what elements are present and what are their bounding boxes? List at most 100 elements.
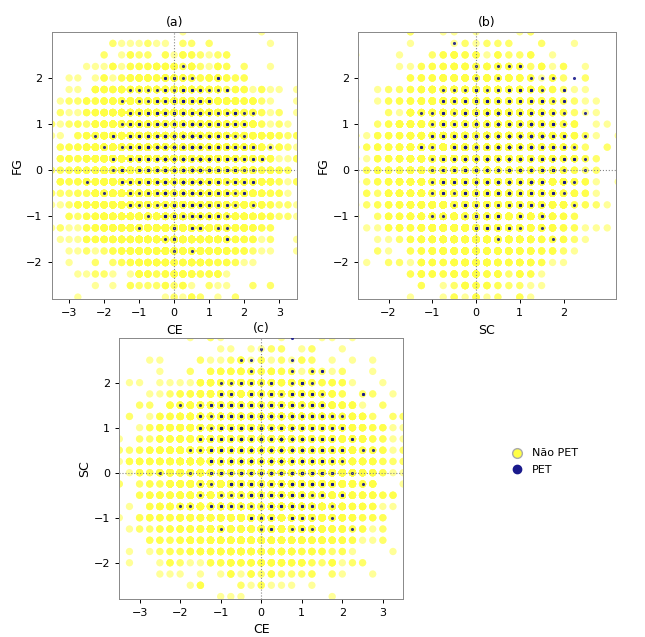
Point [515, 131, 525, 141]
Point [449, 223, 459, 233]
Point [256, 490, 266, 500]
Point [327, 513, 337, 523]
Point [504, 246, 514, 256]
Point [226, 456, 236, 466]
Point [195, 389, 206, 399]
Point [276, 422, 286, 433]
Point [394, 176, 404, 187]
Point [449, 154, 459, 164]
Point [195, 434, 206, 444]
Point [236, 513, 246, 523]
Point [226, 434, 236, 444]
Point [169, 96, 179, 106]
Point [526, 200, 536, 210]
Point [125, 165, 135, 175]
Point [405, 188, 415, 198]
Point [276, 490, 286, 500]
Point [236, 422, 246, 433]
Point [416, 131, 426, 141]
Point [169, 165, 179, 175]
Point [246, 468, 256, 478]
Point [230, 211, 241, 222]
Point [504, 108, 514, 118]
Point [246, 479, 256, 489]
Point [221, 176, 232, 187]
Point [143, 131, 153, 141]
Point [108, 188, 118, 198]
Point [186, 188, 197, 198]
Point [246, 468, 256, 478]
Point [152, 131, 162, 141]
Point [266, 501, 277, 512]
Point [266, 468, 277, 478]
Point [204, 211, 214, 222]
Point [460, 188, 470, 198]
Point [205, 513, 215, 523]
Point [482, 131, 492, 141]
Point [186, 131, 197, 141]
Point [471, 223, 481, 233]
Point [117, 176, 127, 187]
Point [246, 501, 256, 512]
Point [482, 108, 492, 118]
Point [204, 165, 214, 175]
Point [230, 176, 241, 187]
Point [482, 142, 492, 152]
Point [515, 165, 525, 175]
Point [504, 188, 514, 198]
Point [143, 223, 153, 233]
Point [537, 200, 547, 210]
Point [236, 513, 246, 523]
Point [205, 479, 215, 489]
Point [297, 468, 307, 478]
Point [169, 211, 179, 222]
Point [493, 85, 503, 95]
Point [438, 246, 448, 256]
Point [504, 96, 514, 106]
Point [482, 188, 492, 198]
Point [266, 434, 277, 444]
Point [195, 456, 206, 466]
Point [266, 479, 277, 489]
Point [471, 176, 481, 187]
Point [226, 434, 236, 444]
Point [416, 200, 426, 210]
Point [152, 188, 162, 198]
Point [143, 188, 153, 198]
Point [152, 211, 162, 222]
Point [134, 176, 144, 187]
Point [143, 142, 153, 152]
Point [276, 434, 286, 444]
Point [226, 412, 236, 422]
Point [178, 142, 188, 152]
Point [256, 513, 266, 523]
Point [73, 234, 83, 245]
Point [125, 165, 135, 175]
Point [117, 188, 127, 198]
Point [449, 234, 459, 245]
Point [143, 131, 153, 141]
Point [580, 176, 591, 187]
Point [286, 490, 297, 500]
Point [169, 96, 179, 106]
Point [152, 154, 162, 164]
Point [152, 119, 162, 129]
Point [317, 513, 327, 523]
Point [286, 412, 297, 422]
Point [230, 200, 241, 210]
Point [317, 535, 327, 545]
Point [90, 165, 101, 175]
Point [186, 142, 197, 152]
Point [276, 501, 286, 512]
Point [460, 154, 470, 164]
Point [276, 389, 286, 399]
Point [169, 165, 179, 175]
Point [438, 200, 448, 210]
Point [471, 211, 481, 222]
Point [256, 479, 266, 489]
Point [276, 490, 286, 500]
Point [246, 468, 256, 478]
Point [276, 445, 286, 455]
Point [276, 513, 286, 523]
Point [493, 73, 503, 83]
